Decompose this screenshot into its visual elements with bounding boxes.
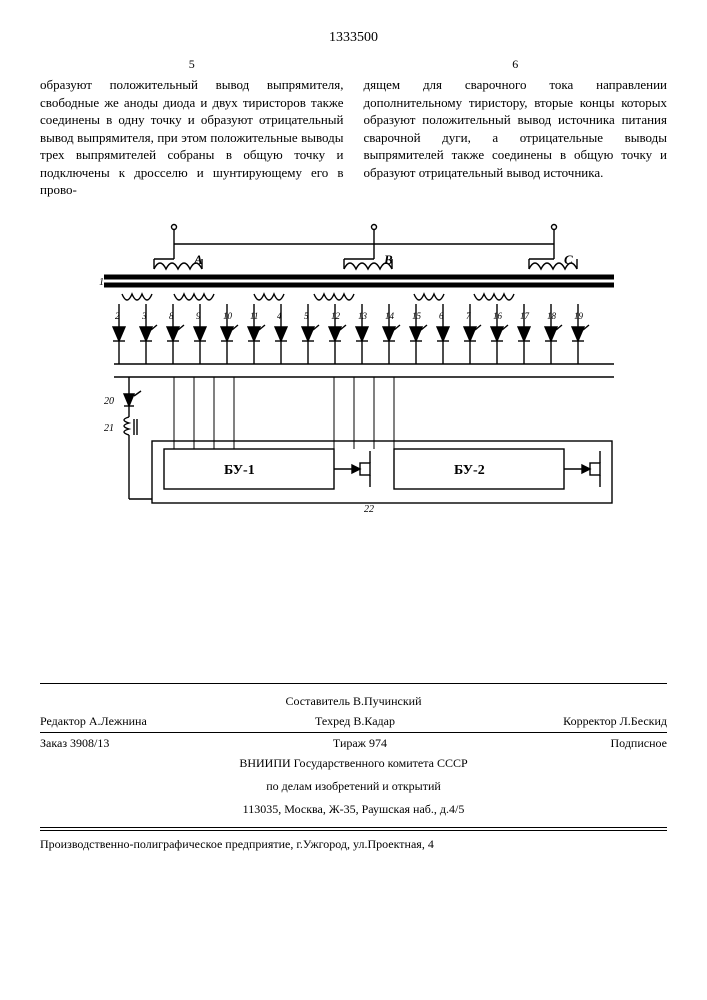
footer-org2: по делам изобретений и открытий — [40, 775, 667, 798]
device-num-9: 9 — [196, 311, 201, 321]
secondary-coils — [122, 294, 514, 300]
device-num-12: 12 — [331, 311, 341, 321]
device-num-8: 8 — [169, 311, 174, 321]
device-num-5: 5 — [304, 311, 309, 321]
device-num-17: 17 — [520, 311, 530, 321]
device-num-19: 19 — [574, 311, 584, 321]
primary-coils — [154, 259, 577, 269]
device-num-7: 7 — [466, 311, 471, 321]
footer-techred: Техред В.Кадар — [315, 714, 395, 729]
device-num-11: 11 — [250, 311, 258, 321]
device-num-2: 2 — [115, 311, 120, 321]
device-num-6: 6 — [439, 311, 444, 321]
device-num-13: 13 — [358, 311, 368, 321]
gate-lines — [174, 377, 394, 449]
num-20: 20 — [104, 396, 114, 407]
column-right: 6 дящем для сварочного тока направлении … — [364, 56, 668, 199]
col-num-left: 5 — [40, 56, 344, 72]
footer-tirazh: Тираж 974 — [333, 736, 387, 751]
text-right: дящем для сварочного тока направлении до… — [364, 77, 668, 180]
footer-order: Заказ 3908/13 — [40, 736, 109, 751]
footer-corrector: Корректор Л.Бескид — [563, 714, 667, 729]
text-left: образуют положительный вывод выпрямителя… — [40, 77, 344, 197]
shunt-branch: 20 21 — [104, 377, 141, 447]
device-num-10: 10 — [223, 311, 233, 321]
block-label-1: БУ-1 — [224, 463, 255, 478]
footer-block: Составитель В.Пучинский Редактор А.Лежни… — [40, 683, 667, 828]
text-columns: 5 образуют положительный вывод выпрямите… — [40, 56, 667, 199]
footer-address1: 113035, Москва, Ж-35, Раушская наб., д.4… — [40, 798, 667, 821]
rectifier-devices: 2 3 8 9 10 11 4 5 12 13 14 15 6 7 16 17 18 19 — [113, 304, 589, 364]
footer-org1: ВНИИПИ Государственного комитета СССР — [40, 752, 667, 775]
device-num-4: 4 — [277, 311, 282, 321]
phase-inputs: A B C — [171, 225, 573, 268]
device-num-3: 3 — [141, 311, 147, 321]
transformer-core — [104, 277, 614, 285]
num-22: 22 — [364, 504, 374, 515]
footer-address2: Производственно-полиграфическое предприя… — [40, 833, 667, 852]
column-left: 5 образуют положительный вывод выпрямите… — [40, 56, 344, 199]
footer-subscription: Подписное — [611, 736, 668, 751]
device-num-16: 16 — [493, 311, 503, 321]
footer-editor: Редактор А.Лежнина — [40, 714, 147, 729]
device-num-14: 14 — [385, 311, 395, 321]
device-num-18: 18 — [547, 311, 557, 321]
transformer-label: 1 — [99, 277, 104, 288]
circuit-svg: A B C 1 — [74, 219, 634, 519]
device-num-15: 15 — [412, 311, 422, 321]
footer-compiler: Составитель В.Пучинский — [40, 690, 667, 713]
patent-number: 1333500 — [40, 30, 667, 46]
col-num-right: 6 — [364, 56, 668, 72]
num-21: 21 — [104, 423, 114, 434]
control-outer-box — [152, 441, 612, 503]
block-label-2: БУ-2 — [454, 463, 485, 478]
circuit-diagram: A B C 1 — [74, 219, 634, 523]
